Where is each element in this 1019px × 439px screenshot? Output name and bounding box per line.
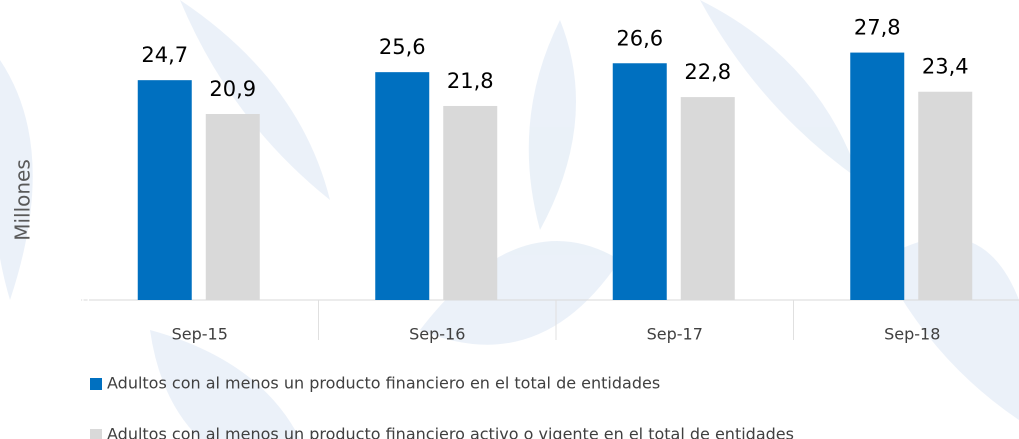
legend-label: Adultos con al menos un producto financi… [107,374,660,393]
value-label: 26,6 [616,26,663,50]
value-label: 23,4 [922,55,969,79]
bar [850,52,905,300]
value-label: 25,6 [379,35,426,59]
value-label: 24,7 [141,43,188,67]
x-tick-label: Sep-15 [172,325,228,344]
legend-swatch [90,429,102,439]
x-tick-label: Sep-18 [884,325,940,344]
value-label: 20,9 [209,77,256,101]
y-tick-label: 15 [72,159,90,175]
bar [680,97,735,300]
legend-label: Adultos con al menos un producto financi… [107,425,794,439]
x-tick-label: Sep-16 [409,325,465,344]
bar [918,91,973,301]
y-tick-label: 25 [72,70,90,86]
y-tick-label: 10 [72,203,90,219]
value-label: 22,8 [684,60,731,84]
y-tick-label: 0 [81,292,90,308]
value-label: 21,8 [447,69,494,93]
bar [205,113,260,301]
legend-swatch [90,378,102,390]
value-label: 27,8 [854,16,901,40]
y-axis-label: Millones [11,159,35,241]
y-tick-label: 20 [72,114,90,130]
y-tick-label: 5 [81,248,90,264]
bar [443,105,498,300]
x-tick-label: Sep-17 [647,325,703,344]
bar [375,72,430,300]
bar [612,63,667,301]
bar [137,80,192,300]
